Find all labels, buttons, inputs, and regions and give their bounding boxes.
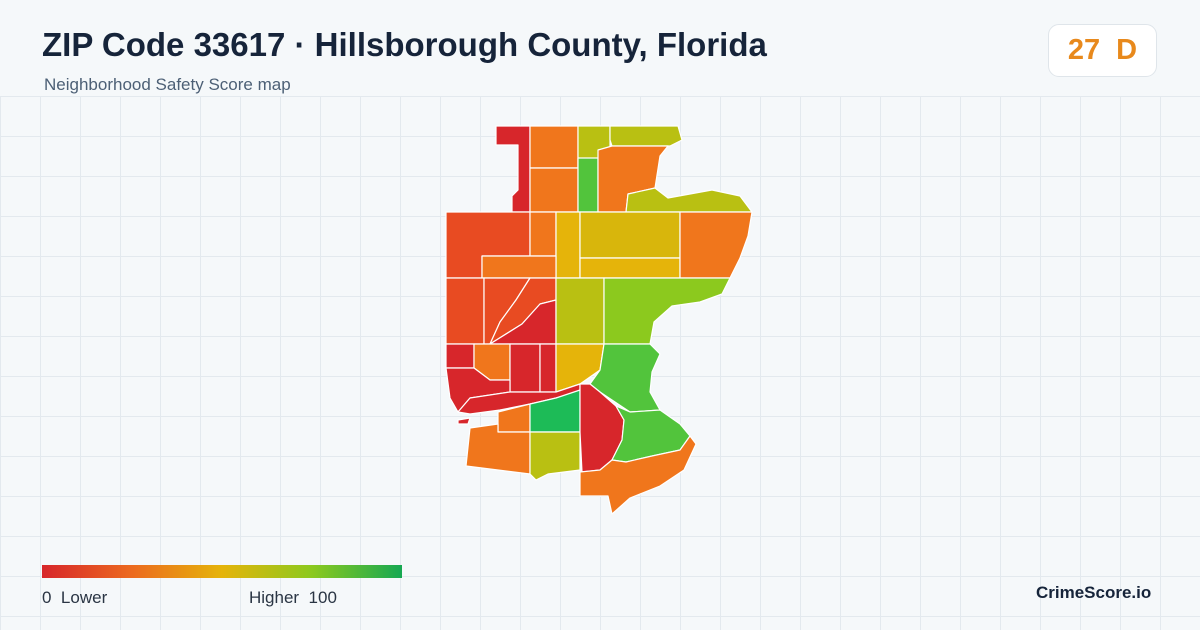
map-region[interactable] — [539, 343, 557, 393]
map-region[interactable] — [555, 277, 605, 345]
map-region[interactable] — [679, 211, 753, 279]
map-region[interactable] — [529, 431, 581, 481]
legend-max-value: 100 — [308, 588, 337, 607]
map-region[interactable] — [457, 417, 471, 425]
legend-color-scale — [42, 565, 402, 578]
map-region[interactable] — [625, 187, 753, 213]
brand-logo-text[interactable]: CrimeScore.io — [1036, 583, 1152, 602]
map-region[interactable] — [445, 343, 475, 369]
map-region[interactable] — [495, 125, 531, 213]
legend-low-label: 0 Lower — [42, 588, 107, 608]
map-region[interactable] — [445, 277, 485, 345]
map-region[interactable] — [603, 277, 731, 345]
score-grade: D — [1116, 34, 1138, 66]
score-value: 27 — [1067, 34, 1101, 66]
page-title: ZIP Code 33617 · Hillsborough County, Fl… — [42, 26, 767, 63]
map-region[interactable] — [579, 211, 681, 259]
legend-min-value: 0 — [42, 588, 52, 607]
map-region[interactable] — [529, 211, 557, 257]
score-badge: 27 D — [1048, 24, 1157, 77]
legend-higher-text: Higher — [249, 588, 300, 607]
map-region[interactable] — [577, 157, 599, 213]
map-region[interactable] — [609, 125, 683, 147]
legend-lower-text: Lower — [60, 588, 108, 607]
map-region[interactable] — [579, 257, 681, 279]
map-region[interactable] — [529, 167, 579, 213]
map-region[interactable] — [481, 255, 557, 279]
page-subtitle: Neighborhood Safety Score map — [44, 75, 291, 94]
map-region[interactable] — [509, 343, 541, 393]
map-region[interactable] — [555, 343, 605, 393]
map-region[interactable] — [555, 211, 581, 279]
map-region[interactable] — [529, 125, 579, 169]
map-region[interactable] — [465, 423, 531, 475]
legend-high-label: Higher 100 — [249, 588, 337, 608]
map-region[interactable] — [579, 435, 697, 515]
